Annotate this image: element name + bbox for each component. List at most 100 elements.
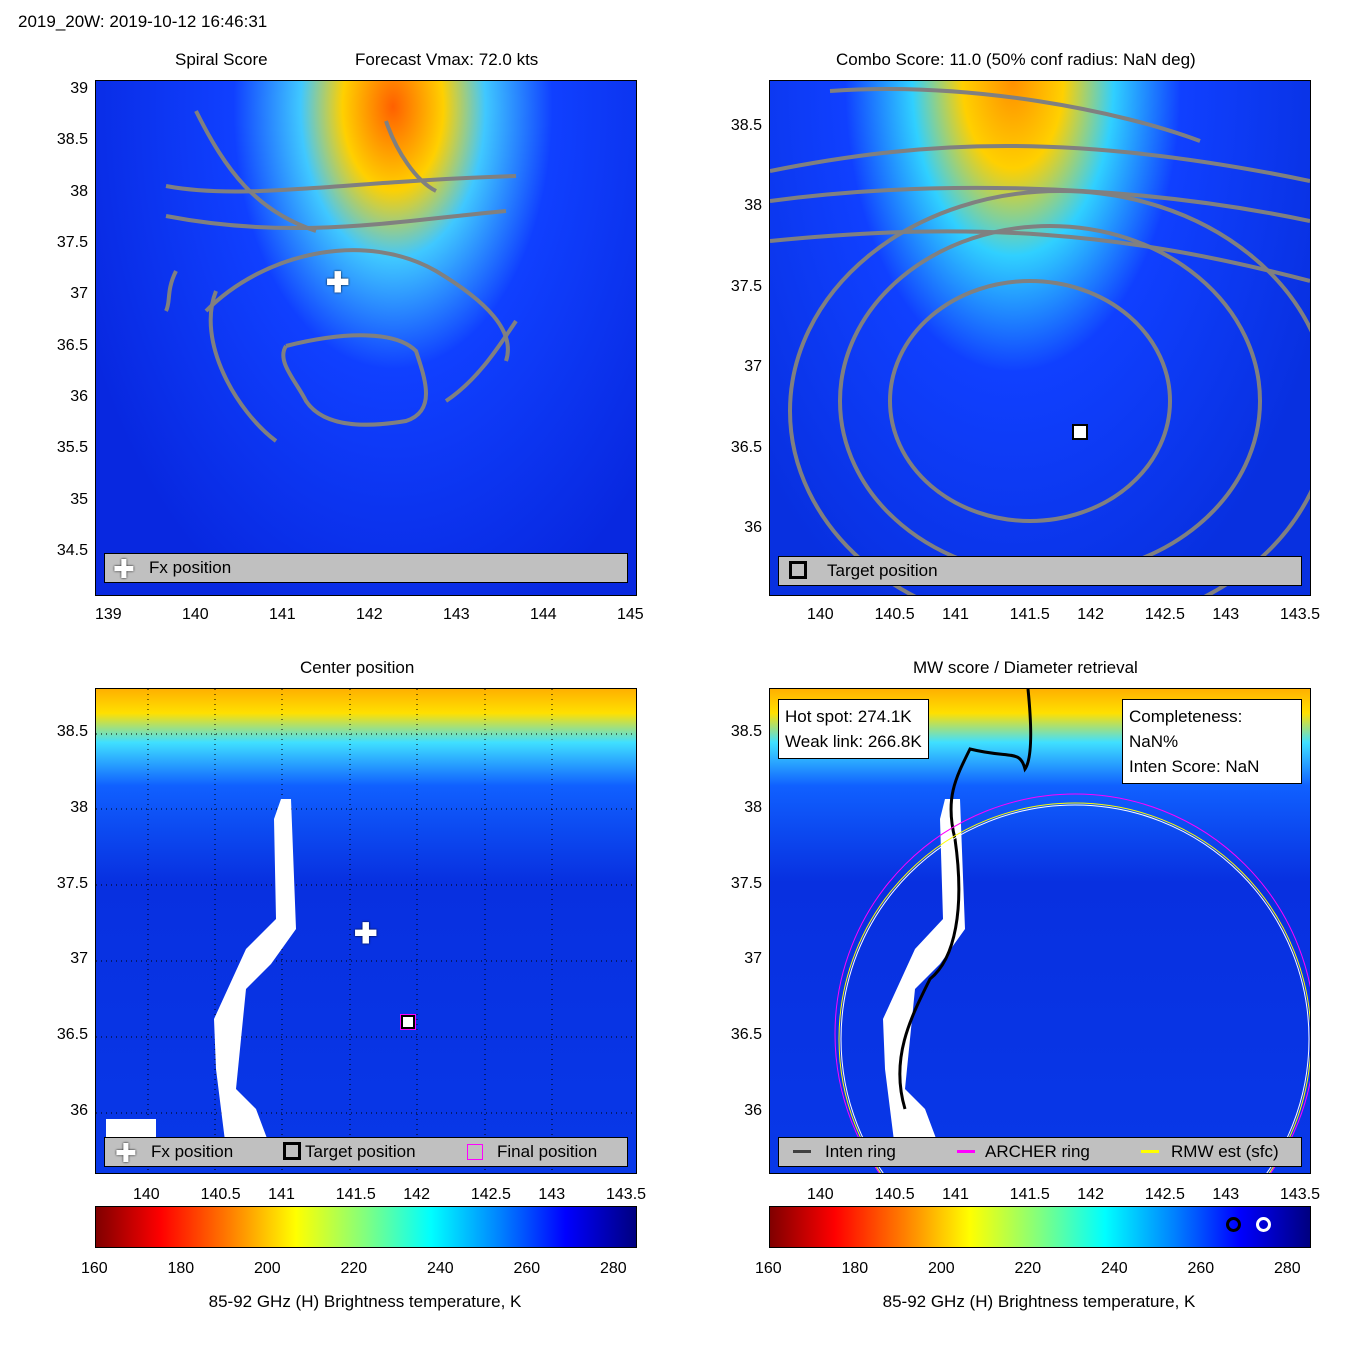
y-tick-label: 38 <box>70 798 88 816</box>
colorbar-right-label: 85-92 GHz (H) Brightness temperature, K <box>882 1292 1196 1311</box>
x-tick-label: 280 <box>600 1260 627 1277</box>
x-tick-label: 140.5 <box>874 1186 915 1203</box>
y-tick-label: 37 <box>744 950 762 968</box>
x-tick-label: 141 <box>269 606 296 623</box>
x-tick-label: 142.5 <box>1144 1186 1185 1203</box>
target-legend-icon <box>789 561 807 579</box>
x-tick-label: 142 <box>356 606 383 623</box>
spiral-score-plot: ✚ ✚ Fx position <box>95 80 637 596</box>
x-tick-label: 200 <box>254 1260 281 1277</box>
y-tick-label: 35 <box>70 490 88 508</box>
x-tick-label: 142.5 <box>1144 606 1185 623</box>
forecast-vmax-title: Forecast Vmax: 72.0 kts <box>355 50 539 69</box>
x-tick-label: 143 <box>443 606 470 623</box>
mw-rings <box>834 689 1310 1173</box>
combo-contours <box>770 87 1310 595</box>
x-tick-label: 143 <box>1212 606 1240 623</box>
x-tick-label: 180 <box>167 1260 195 1277</box>
x-tick-label: 141 <box>268 1186 295 1203</box>
y-tick-label: 38 <box>70 182 88 200</box>
x-tick-label: 141.5 <box>335 1186 376 1203</box>
x-tick-label: 200 <box>928 1260 955 1277</box>
inten-legend-icon <box>793 1150 811 1153</box>
x-tick-label: 141 <box>942 606 969 623</box>
x-tick-label: 142.5 <box>470 1186 511 1203</box>
combo-xticks: 140 140.5 141 141.5 142 142.5 143 143.5 <box>769 606 1320 626</box>
fx-position-marker: ✚ <box>354 918 378 949</box>
x-tick-label: 143 <box>538 1186 566 1203</box>
target-legend-icon <box>283 1142 301 1160</box>
spiral-legend: ✚ Fx position <box>104 553 628 584</box>
mw-legend: Inten ring ARCHER ring RMW est (sfc) <box>778 1137 1302 1167</box>
x-tick-label: 160 <box>81 1260 108 1277</box>
x-tick-label: 143 <box>1212 1186 1240 1203</box>
completeness-box: Completeness: NaN% Inten Score: NaN <box>1122 699 1302 784</box>
y-tick-label: 38.5 <box>56 131 88 149</box>
y-tick-label: 38.5 <box>56 723 88 740</box>
spiral-yticks: 39 38.5 38 37.5 37 36.5 36 35.5 35 34.5 <box>0 80 90 594</box>
x-tick-label: 141 <box>942 1186 969 1203</box>
weak-link-marker <box>1226 1217 1241 1232</box>
y-tick-label: 37.5 <box>730 277 762 295</box>
hot-spot-marker <box>1256 1217 1271 1232</box>
y-tick-label: 36.5 <box>56 1026 88 1044</box>
x-tick-label: 140 <box>182 606 209 623</box>
spiral-xticks: 139 140 141 142 143 144 145 <box>95 606 644 626</box>
hot-spot-text: Hot spot: 274.1K <box>785 707 912 726</box>
y-tick-label: 35.5 <box>56 439 88 457</box>
y-tick-label: 37.5 <box>56 874 88 892</box>
y-tick-label: 36 <box>744 519 762 536</box>
x-tick-label: 143.5 <box>606 1186 647 1203</box>
x-tick-label: 180 <box>841 1260 869 1277</box>
inten-score-text: Inten Score: NaN <box>1129 757 1260 776</box>
x-tick-label: 142 <box>403 1186 430 1203</box>
mw-title: MW score / Diameter retrieval <box>913 658 1138 677</box>
y-tick-label: 38.5 <box>730 117 762 134</box>
center-legend-fx: Fx position <box>151 1142 234 1161</box>
rmw-legend-icon <box>1141 1150 1159 1153</box>
y-tick-label: 37 <box>70 285 88 303</box>
mw-legend-archer: ARCHER ring <box>985 1142 1090 1161</box>
mw-score-plot: Hot spot: 274.1K Weak link: 266.8K Compl… <box>769 688 1311 1174</box>
x-tick-label: 139 <box>95 606 122 623</box>
x-tick-label: 145 <box>617 606 644 623</box>
y-tick-label: 34.5 <box>56 542 88 559</box>
center-legend: ✚ Fx position Target position Final posi… <box>104 1137 628 1168</box>
y-tick-label: 36 <box>70 1102 88 1119</box>
y-tick-label: 36.5 <box>56 336 88 354</box>
colorbar-right <box>769 1206 1311 1248</box>
y-tick-label: 37 <box>744 358 762 376</box>
x-tick-label: 140.5 <box>200 1186 241 1203</box>
completeness-text: Completeness: NaN% <box>1129 707 1243 751</box>
archer-legend-icon <box>957 1150 975 1153</box>
combo-score-plot: Target position <box>769 80 1311 596</box>
y-tick-label: 36.5 <box>730 1026 762 1044</box>
colorbar-left-label: 85-92 GHz (H) Brightness temperature, K <box>208 1292 522 1311</box>
y-tick-label: 36 <box>70 388 88 405</box>
colorbar-right-ticks: 160 180 200 220 240 260 280 <box>755 1260 1309 1280</box>
center-legend-final: Final position <box>497 1142 598 1161</box>
x-tick-label: 260 <box>513 1260 541 1277</box>
x-tick-label: 143.5 <box>1280 1186 1321 1203</box>
x-tick-label: 220 <box>340 1260 368 1277</box>
mw-xticks: 140 140.5 141 141.5 142 142.5 143 143.5 <box>769 1186 1320 1206</box>
y-tick-label: 36.5 <box>730 438 762 456</box>
colorbar-left <box>95 1206 637 1248</box>
mw-legend-rmw: RMW est (sfc) <box>1171 1142 1279 1161</box>
y-tick-label: 38 <box>744 798 762 816</box>
y-tick-label: 38 <box>744 197 762 215</box>
x-tick-label: 140.5 <box>874 606 915 623</box>
target-position-marker <box>1072 424 1088 440</box>
mw-yticks: 38.5 38 37.5 37 36.5 36 <box>674 688 764 1172</box>
x-tick-label: 160 <box>755 1260 782 1277</box>
y-tick-label: 39 <box>70 80 88 97</box>
spiral-title: Spiral Score <box>175 50 268 69</box>
x-tick-label: 141.5 <box>1009 606 1050 623</box>
figure-header: 2019_20W: 2019-10-12 16:46:31 <box>18 12 268 31</box>
x-tick-label: 144 <box>530 606 557 623</box>
x-tick-label: 142 <box>1077 606 1104 623</box>
colorbar-left-ticks: 160 180 200 220 240 260 280 <box>81 1260 635 1280</box>
spiral-contours <box>164 110 518 443</box>
fx-legend-icon: ✚ <box>113 554 135 584</box>
spiral-legend-label: Fx position <box>149 558 232 577</box>
